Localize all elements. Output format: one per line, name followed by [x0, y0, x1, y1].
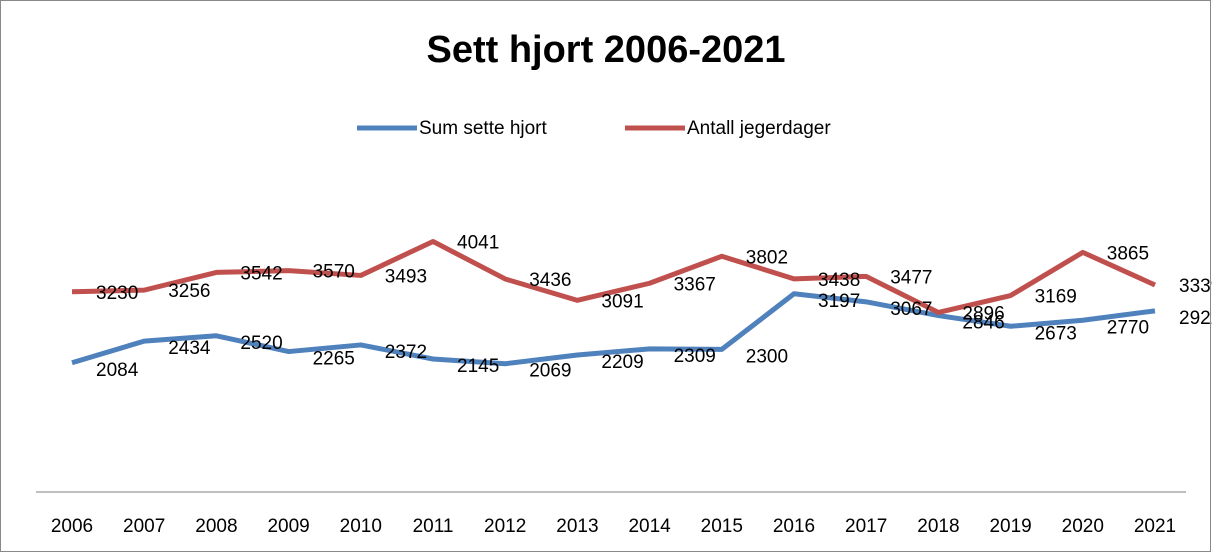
x-tick-label: 2016 — [773, 516, 815, 537]
legend-label: Antall jegerdager — [687, 118, 831, 139]
x-tick-label: 2014 — [628, 516, 671, 537]
data-label: 2673 — [1035, 323, 1077, 344]
data-label: 2084 — [96, 360, 139, 381]
x-tick-label: 2008 — [195, 516, 237, 537]
data-label: 3570 — [313, 262, 355, 283]
x-tick-label: 2006 — [51, 516, 93, 537]
x-tick-label: 2007 — [123, 516, 165, 537]
data-label: 3169 — [1035, 287, 1077, 308]
data-label: 3230 — [96, 283, 138, 304]
data-label: 2265 — [313, 349, 355, 370]
data-label: 3436 — [529, 270, 571, 291]
data-label: 2300 — [746, 346, 788, 367]
data-label: 3367 — [674, 274, 716, 295]
x-tick-label: 2015 — [701, 516, 743, 537]
chart-title: Sett hjort 2006-2021 — [426, 29, 785, 71]
data-label: 2069 — [529, 361, 571, 382]
data-label: 3197 — [818, 291, 860, 312]
data-label: 2846 — [962, 313, 1004, 334]
data-label: 3339 — [1179, 276, 1212, 297]
x-tick-label: 2009 — [267, 516, 309, 537]
data-label: 3091 — [601, 291, 643, 312]
data-label: 2309 — [674, 346, 716, 367]
data-label: 2922 — [1179, 308, 1212, 329]
series-line — [71, 291, 1156, 367]
legend-label: Sum sette hjort — [419, 118, 547, 139]
series-line — [71, 238, 1157, 315]
x-tick-label: 2010 — [340, 516, 382, 537]
data-label: 3477 — [890, 267, 932, 288]
x-tick-label: 2021 — [1134, 516, 1176, 537]
data-label: 3542 — [240, 263, 282, 284]
data-label: 2145 — [457, 356, 499, 377]
data-label: 2372 — [385, 342, 427, 363]
data-label: 2770 — [1107, 317, 1149, 338]
data-label: 3802 — [746, 247, 788, 268]
data-label: 2896 — [962, 303, 1004, 324]
x-tick-label: 2013 — [556, 516, 598, 537]
data-label: 2434 — [168, 338, 211, 359]
data-label: 3493 — [385, 266, 427, 287]
x-tick-label: 2019 — [989, 516, 1031, 537]
x-tick-label: 2018 — [917, 516, 959, 537]
data-label: 2209 — [601, 352, 643, 373]
data-label: 3067 — [890, 299, 932, 320]
data-label: 3438 — [818, 270, 860, 291]
data-label: 3865 — [1107, 243, 1149, 264]
x-tick-label: 2017 — [845, 516, 887, 537]
x-tick-label: 2020 — [1062, 516, 1104, 537]
data-label: 3256 — [168, 281, 210, 302]
x-tick-label: 2011 — [413, 516, 454, 537]
data-label: 2520 — [240, 333, 282, 354]
x-tick-label: 2012 — [484, 516, 526, 537]
data-label: 4041 — [457, 232, 499, 253]
